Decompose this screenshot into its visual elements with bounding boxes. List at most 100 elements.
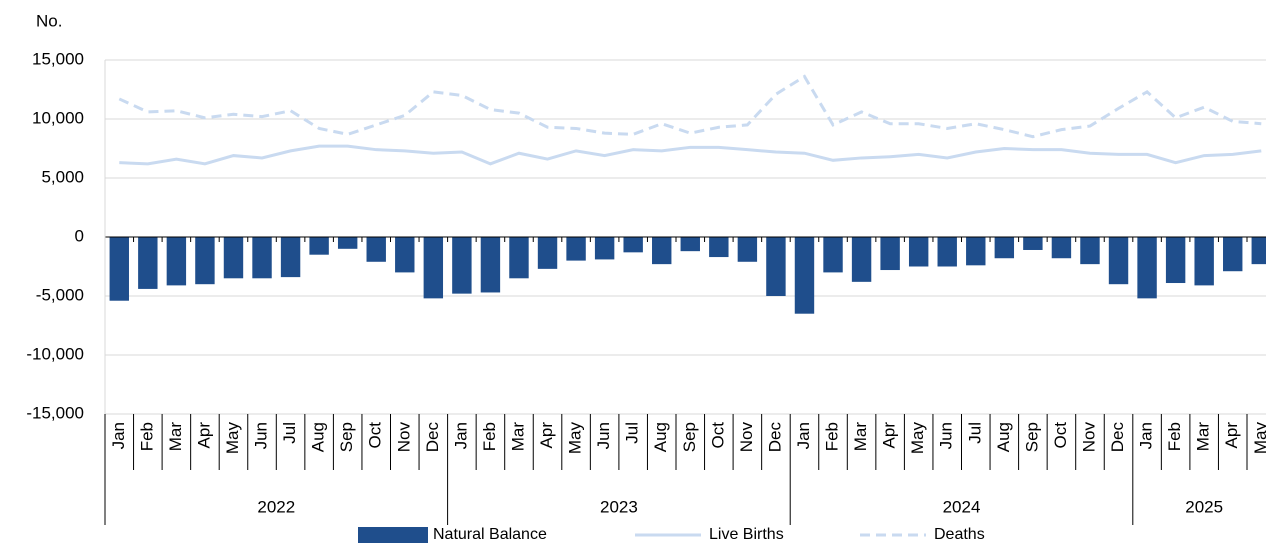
- x-tick-label: Nov: [394, 422, 413, 453]
- x-tick-label: Jun: [937, 422, 956, 449]
- x-tick-label: Jan: [794, 422, 813, 449]
- bar: [166, 237, 187, 286]
- year-label: 2022: [257, 497, 295, 516]
- x-tick-label: Dec: [1108, 422, 1127, 453]
- line: [118, 74, 1262, 139]
- bar: [623, 237, 643, 253]
- x-tick-label: Oct: [366, 422, 385, 449]
- x-tick-label: Dec: [423, 422, 442, 453]
- bar: [509, 237, 529, 279]
- line: [119, 144, 1262, 166]
- x-tick-label: Jan: [451, 422, 470, 449]
- legend-label: Natural Balance: [433, 526, 547, 543]
- x-tick-label: Mar: [508, 422, 527, 452]
- bar: [537, 237, 558, 269]
- bar: [309, 237, 329, 255]
- y-tick-label: 5,000: [41, 167, 84, 186]
- x-tick-label: Aug: [651, 422, 670, 452]
- bar: [937, 237, 957, 267]
- x-tick-label: Jun: [594, 422, 613, 449]
- bar: [252, 237, 272, 279]
- x-tick-label: Feb: [1165, 422, 1184, 451]
- bar: [594, 237, 615, 260]
- bar: [138, 237, 158, 289]
- x-tick-label: Apr: [880, 422, 899, 449]
- bar: [880, 237, 900, 271]
- x-tick-label: Nov: [737, 422, 756, 453]
- x-tick-label: May: [1251, 422, 1266, 455]
- y-axis-label: No.: [36, 11, 62, 30]
- bar: [395, 237, 415, 273]
- bar: [366, 237, 386, 262]
- bar: [423, 237, 444, 299]
- bar: [1251, 237, 1266, 265]
- year-label: 2024: [943, 497, 981, 516]
- bar: [908, 237, 929, 267]
- bar: [794, 237, 815, 314]
- x-tick-label: Jan: [1137, 422, 1156, 449]
- bar: [480, 237, 501, 293]
- x-tick-label: Sep: [680, 422, 699, 452]
- year-label: 2023: [600, 497, 638, 516]
- x-tick-label: Dec: [765, 422, 784, 453]
- bar: [766, 237, 786, 296]
- bar: [823, 237, 843, 273]
- y-tick-label: 0: [75, 226, 84, 245]
- y-tick-label: -10,000: [26, 344, 84, 363]
- bar: [709, 237, 729, 258]
- x-tick-label: Mar: [851, 422, 870, 452]
- bar: [1137, 237, 1157, 299]
- bar: [994, 237, 1015, 259]
- y-tick-label: -15,000: [26, 403, 84, 422]
- x-tick-label: Nov: [1079, 422, 1098, 453]
- x-tick-label: Sep: [1022, 422, 1041, 452]
- y-tick-label: 10,000: [32, 108, 84, 127]
- legend-label: Deaths: [934, 526, 985, 543]
- x-tick-label: Feb: [823, 422, 842, 451]
- x-tick-label: Jun: [252, 422, 271, 449]
- x-tick-label: May: [566, 422, 585, 455]
- legend-label: Live Births: [709, 526, 784, 543]
- x-tick-label: May: [908, 422, 927, 455]
- x-tick-label: Mar: [166, 422, 185, 452]
- x-tick-label: Aug: [309, 422, 328, 452]
- y-tick-label: 15,000: [32, 49, 84, 68]
- bar: [851, 237, 872, 282]
- bar: [680, 237, 700, 252]
- bar: [1165, 237, 1186, 284]
- x-tick-label: Jul: [623, 422, 642, 444]
- x-tick-label: Apr: [537, 422, 556, 449]
- x-tick-label: Feb: [137, 422, 156, 451]
- bar: [109, 237, 129, 301]
- bar: [452, 237, 472, 294]
- x-tick-label: Feb: [480, 422, 499, 451]
- bar: [566, 237, 586, 261]
- x-tick-label: Oct: [708, 422, 727, 449]
- x-tick-label: May: [223, 422, 242, 455]
- year-label: 2025: [1185, 497, 1223, 516]
- x-tick-label: Sep: [337, 422, 356, 452]
- x-tick-label: Apr: [194, 422, 213, 449]
- y-tick-label: -5,000: [36, 285, 84, 304]
- x-tick-label: Jul: [280, 422, 299, 444]
- x-tick-label: Mar: [1194, 422, 1213, 452]
- bar: [1051, 237, 1072, 259]
- bar: [1108, 237, 1129, 285]
- bar: [223, 237, 244, 279]
- bar: [737, 237, 758, 262]
- bar: [1023, 237, 1043, 250]
- x-tick-label: Jan: [109, 422, 128, 449]
- bar: [1194, 237, 1214, 286]
- bar: [337, 237, 358, 249]
- x-tick-label: Apr: [1222, 422, 1241, 449]
- bar: [280, 237, 301, 278]
- x-tick-label: Oct: [1051, 422, 1070, 449]
- x-tick-label: Jul: [965, 422, 984, 444]
- bar: [652, 237, 672, 265]
- legend-swatch: [358, 527, 428, 543]
- bar: [1080, 237, 1100, 265]
- bar: [195, 237, 215, 285]
- x-tick-label: Aug: [994, 422, 1013, 452]
- bar: [966, 237, 986, 266]
